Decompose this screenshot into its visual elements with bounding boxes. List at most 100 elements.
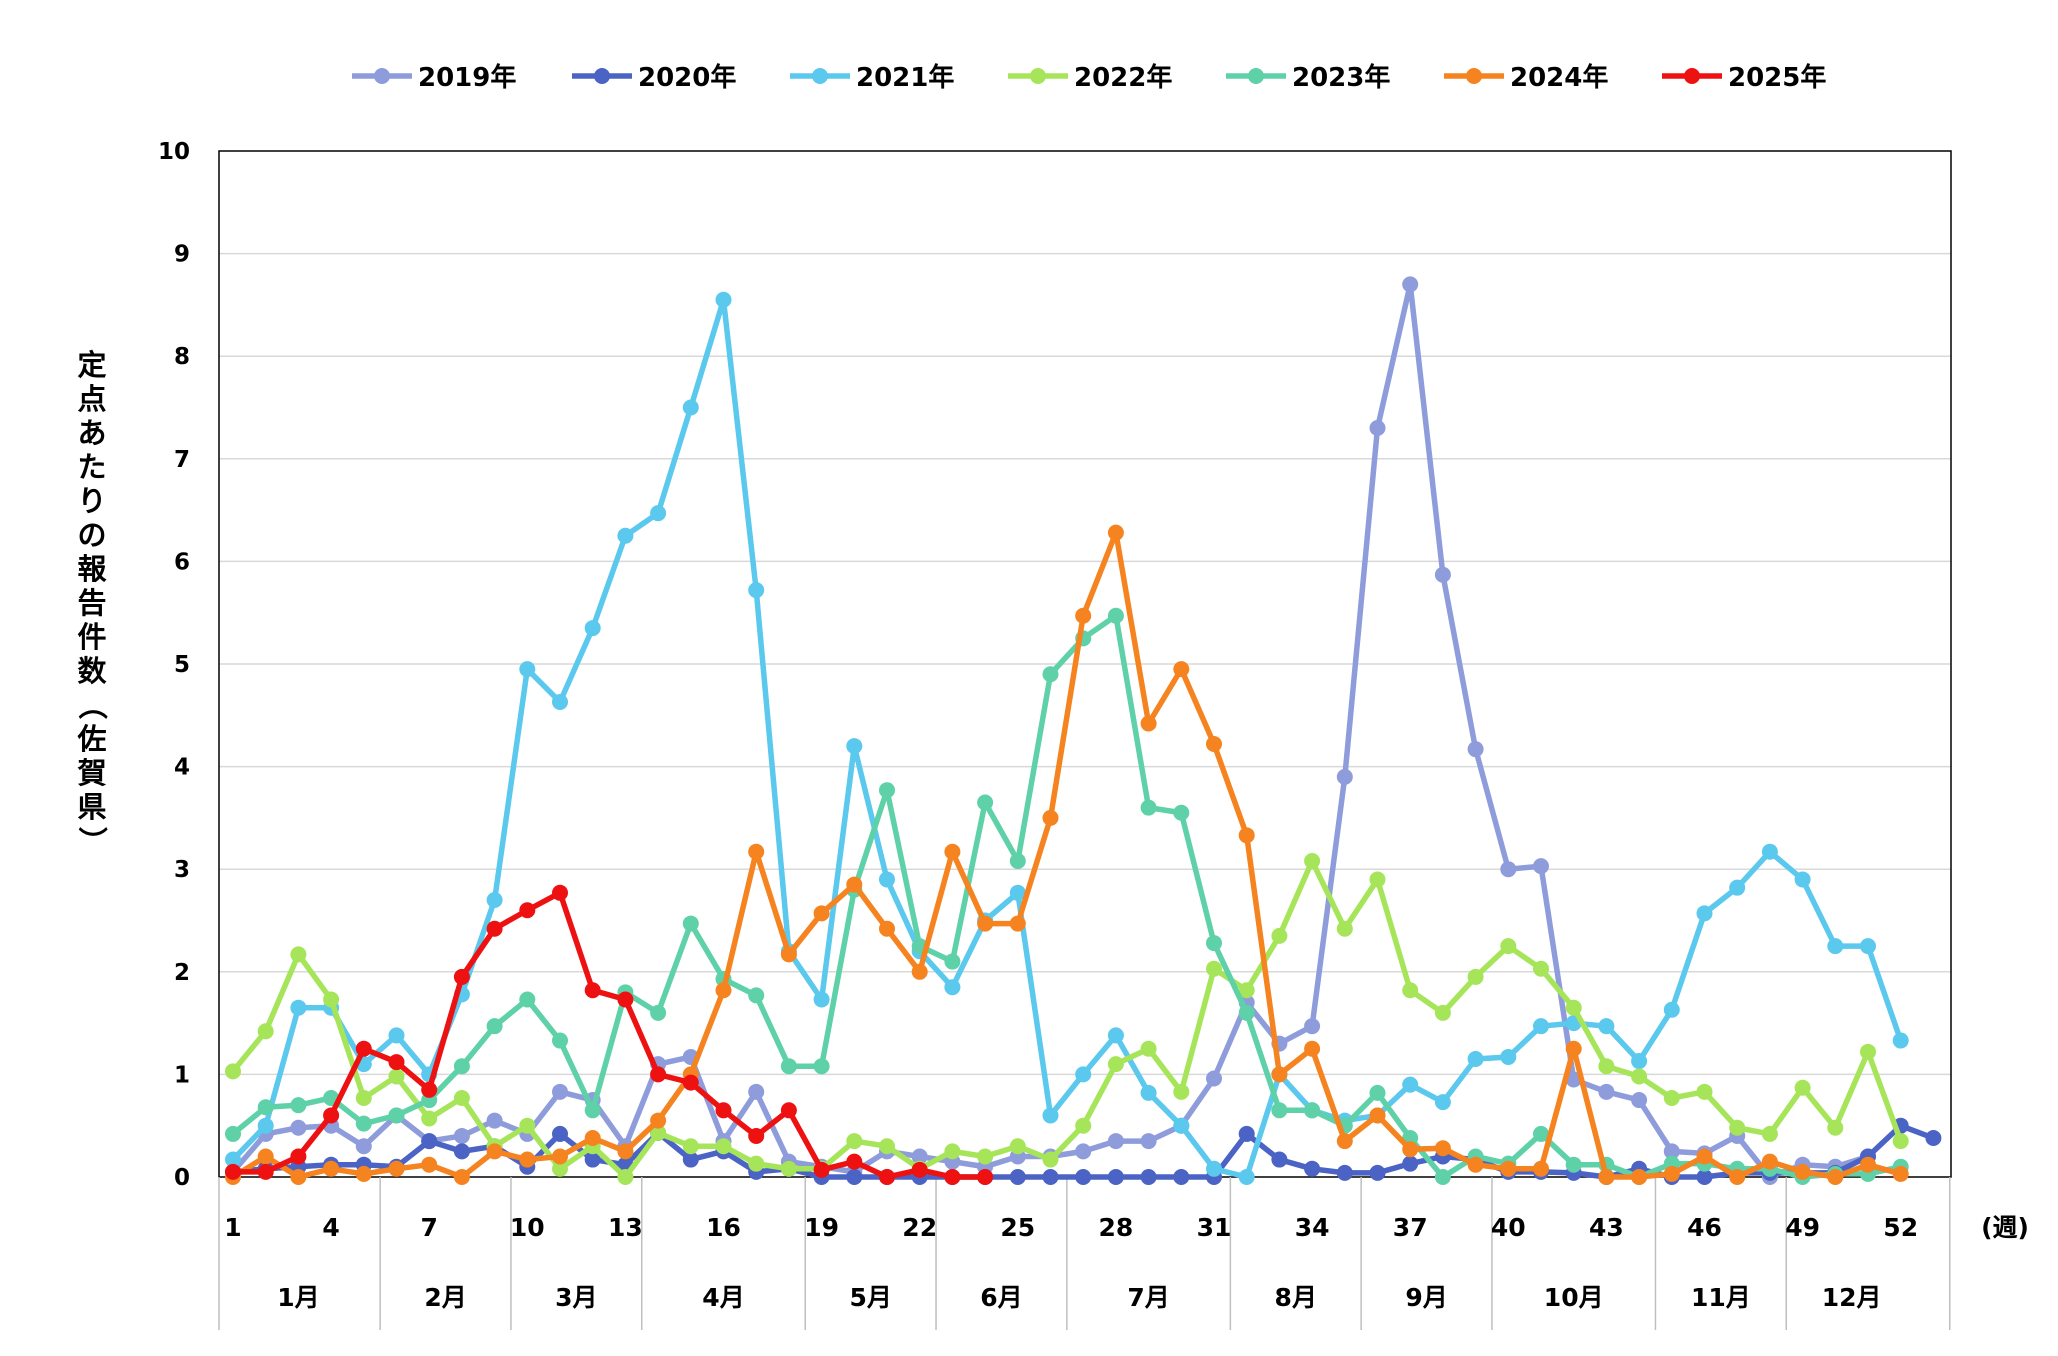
series-line [231,529,1902,1180]
data-point [1304,1018,1321,1035]
data-point [1402,1076,1419,1093]
data-point [715,291,732,308]
y-tick-label: 4 [174,755,190,781]
data-point [879,920,895,937]
data-point [1304,1040,1321,1057]
data-point [1827,1169,1844,1185]
data-point [1729,1169,1746,1185]
data-point [911,1161,928,1178]
data-point [1075,1169,1092,1185]
data-point [1533,1160,1549,1177]
y-axis-ticks: 0 1 2 3 4 5 6 7 8 9 10 [158,139,190,1191]
data-point [1238,1004,1255,1021]
data-point [584,1102,601,1119]
data-point [1107,1027,1124,1044]
data-point [1761,843,1778,860]
data-point [1271,1151,1288,1168]
legend-label: 2023年 [1292,62,1390,93]
y-axis-title-char: 点 [77,382,106,416]
x-tick-label: 46 [1687,1213,1722,1242]
chart-legend: 2019年 2020年 2021年 2022年 2023年 2024年 2025年 [352,62,1826,93]
legend-item: 2024年 [1444,62,1608,93]
data-point [1107,1133,1124,1150]
data-point [1009,915,1026,932]
data-point [1140,1040,1157,1057]
data-point [1042,1169,1059,1185]
data-point [1467,741,1484,758]
data-point [1369,1164,1386,1181]
month-label: 12月 [1822,1283,1882,1312]
chart-series [225,276,1942,1185]
data-point [1533,858,1549,875]
series-2021年 [225,291,1909,1185]
data-point [323,1160,340,1177]
data-point [1107,1056,1124,1073]
data-point [879,782,895,799]
data-point [748,582,765,599]
data-point [257,1117,274,1134]
data-point [617,527,634,544]
data-point [846,1169,863,1185]
x-tick-label: 34 [1295,1213,1330,1242]
data-point [290,1119,307,1136]
data-point [1598,1058,1615,1075]
data-point [355,1138,372,1155]
data-point [1173,1169,1190,1185]
data-point [1434,566,1451,583]
data-point [225,1125,241,1142]
data-point [1827,938,1844,955]
legend-item: 2025年 [1662,62,1826,93]
x-axis-month-labels: 1月 2月 3月 4月 5月 6月 7月 8月 9月 10月 11月 12月 [277,1283,1881,1312]
data-point [290,999,307,1016]
data-point [486,920,503,937]
data-point [552,1148,568,1165]
data-point [1140,1133,1157,1150]
data-point [617,1143,634,1160]
series-line [230,858,1904,1180]
data-point [388,1054,405,1071]
data-point [944,953,961,970]
y-tick-label: 6 [174,549,190,575]
data-point [1042,809,1059,826]
data-point [1467,1156,1484,1173]
data-point [225,1163,241,1180]
data-point [879,1138,895,1155]
data-point [682,1074,699,1091]
series-2022年 [225,852,1909,1185]
data-point [1238,827,1255,844]
y-axis-title-char: 佐 [76,722,106,756]
data-point [1533,1125,1549,1142]
data-point [1206,736,1222,753]
data-point [486,1143,503,1160]
data-point [780,946,797,963]
data-point [1206,935,1222,952]
data-point [290,1148,307,1165]
data-point [1631,1068,1648,1085]
data-point [682,1151,699,1168]
data-point [1500,938,1517,955]
data-point [552,1032,568,1049]
data-point [1304,1102,1321,1119]
data-point [1598,1169,1615,1185]
data-point [519,1117,536,1134]
data-point [1761,1125,1778,1142]
month-label: 7月 [1127,1283,1169,1312]
legend-swatch-marker [1030,68,1046,84]
data-point [486,891,503,908]
y-axis-title-char: 件 [77,620,106,654]
data-point [1042,1107,1059,1124]
data-point [421,1133,438,1150]
x-tick-label: 16 [706,1213,741,1242]
legend-label: 2019年 [418,62,516,93]
data-point [1467,1051,1484,1068]
data-point [1402,982,1419,999]
data-point [682,1138,699,1155]
data-point [519,1151,536,1168]
data-point [846,1133,863,1150]
data-point [1761,1153,1778,1170]
month-label: 5月 [849,1283,891,1312]
data-point [715,982,732,999]
y-tick-label: 5 [174,652,190,678]
